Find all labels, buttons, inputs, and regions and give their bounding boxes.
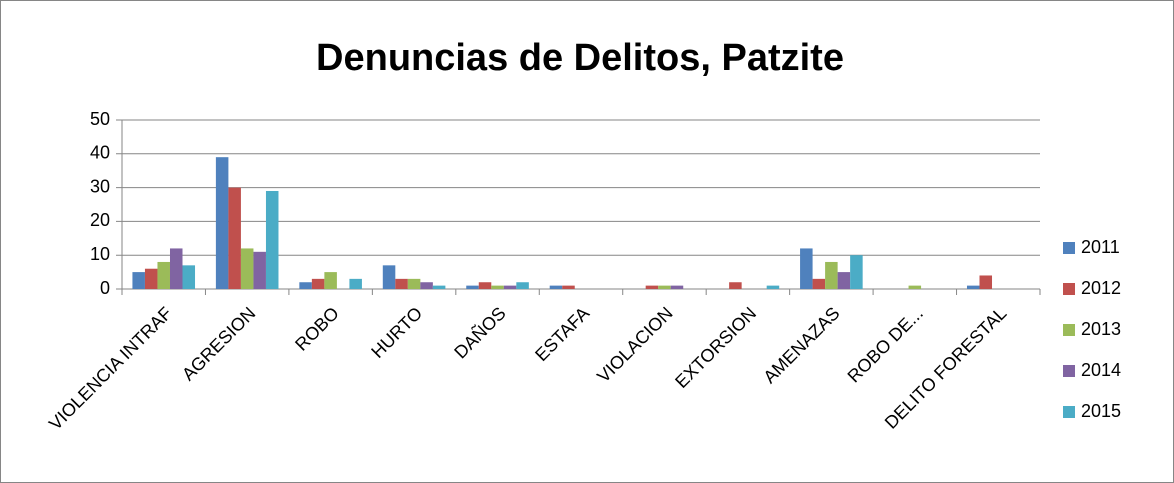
bar xyxy=(670,285,684,289)
bar xyxy=(265,190,279,289)
bar xyxy=(837,272,851,289)
bar xyxy=(132,272,145,289)
bar xyxy=(800,248,813,289)
bar xyxy=(182,265,196,289)
bar xyxy=(324,272,337,289)
bar xyxy=(215,157,229,289)
bar xyxy=(658,285,671,289)
bar xyxy=(432,285,446,289)
legend-label: 2012 xyxy=(1081,278,1121,298)
bar xyxy=(395,278,408,289)
bar xyxy=(228,187,241,289)
bar xyxy=(850,255,863,289)
legend-label: 2011 xyxy=(1081,237,1120,257)
y-tick-label: 40 xyxy=(90,143,110,163)
bar xyxy=(144,268,158,289)
bar xyxy=(253,251,266,289)
legend-swatch xyxy=(1063,406,1075,418)
legend-swatch xyxy=(1063,242,1075,254)
bar xyxy=(407,278,421,289)
y-tick-label: 30 xyxy=(90,176,110,196)
bar xyxy=(812,278,826,289)
bar xyxy=(240,248,254,289)
bar xyxy=(491,285,504,289)
y-tick-label: 20 xyxy=(90,210,110,230)
bar xyxy=(516,282,529,289)
bar xyxy=(562,285,575,289)
bar xyxy=(157,261,170,289)
bar xyxy=(966,285,980,289)
legend-label: 2013 xyxy=(1081,319,1121,339)
bar xyxy=(311,278,325,289)
bar xyxy=(766,285,780,289)
y-tick-label: 50 xyxy=(90,109,110,129)
legend-swatch xyxy=(1063,365,1075,377)
bar xyxy=(729,282,742,289)
bar xyxy=(466,285,479,289)
bar xyxy=(299,282,312,289)
bar xyxy=(349,278,362,289)
bar xyxy=(382,265,396,289)
legend-label: 2014 xyxy=(1081,360,1121,380)
bar xyxy=(549,285,563,289)
bar xyxy=(478,282,492,289)
bar xyxy=(503,285,517,289)
legend-swatch xyxy=(1063,324,1075,336)
bar xyxy=(420,282,433,289)
y-tick-label: 0 xyxy=(100,278,110,298)
chart-title: Denuncias de Delitos, Patzite xyxy=(316,37,844,79)
bar xyxy=(169,248,183,289)
y-tick-label: 10 xyxy=(90,244,110,264)
bar xyxy=(645,285,659,289)
bar xyxy=(979,275,993,289)
bar xyxy=(825,261,838,289)
legend-swatch xyxy=(1063,283,1075,295)
bar xyxy=(908,285,922,289)
legend-label: 2015 xyxy=(1081,401,1121,421)
